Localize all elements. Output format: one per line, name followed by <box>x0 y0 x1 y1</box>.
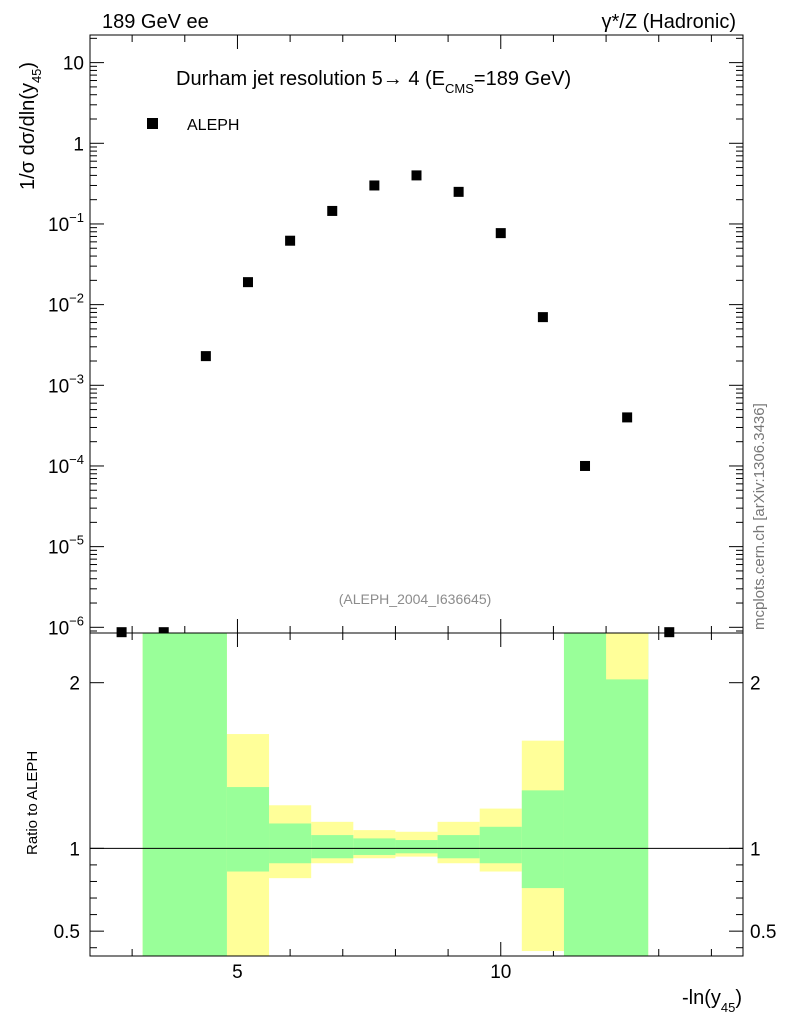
ratio-band-inner <box>226 787 270 872</box>
y-tick-label-exponent: −5 <box>69 533 84 548</box>
y-tick-label-base: 10 <box>48 376 69 397</box>
ratio-y-tick-label-right: 1 <box>750 839 761 860</box>
header-left-label: 189 GeV ee <box>102 11 209 33</box>
upper-y-axis-label: 1/σ dσ/dln(y45) <box>17 62 44 190</box>
aleph-data-point <box>242 277 253 288</box>
y-tick-label-base: 10 <box>48 457 69 478</box>
ratio-band-inner <box>521 790 564 889</box>
aleph-data-point <box>495 228 506 239</box>
y-tick-label-exponent: −2 <box>69 291 84 306</box>
y-tick-label-base: 10 <box>48 618 69 639</box>
y-tick-label-exponent: −3 <box>69 371 84 386</box>
ratio-band-inner <box>395 840 438 854</box>
y-tick-label: 10−4 <box>48 452 84 478</box>
upper-y-axis-label-subscript: 45 <box>29 69 44 83</box>
aleph-data-point <box>580 460 591 471</box>
ratio-uncertainty-bands <box>142 633 649 956</box>
y-tick-label-exponent: −6 <box>69 613 84 628</box>
y-tick-label: 10 <box>63 54 84 75</box>
ratio-plot-frame <box>89 632 744 957</box>
header-right-label: γ*/Z (Hadronic) <box>602 11 736 33</box>
chart-title-subscript: CMS <box>445 81 474 96</box>
x-axis-label: -ln(y45) <box>682 987 742 1015</box>
aleph-data-point <box>411 170 422 181</box>
y-tick-label: 1 <box>73 134 84 155</box>
aleph-data-point <box>537 312 548 323</box>
x-axis-label-main: -ln(y <box>682 987 721 1009</box>
y-tick-label-exponent: −4 <box>69 452 84 467</box>
ratio-band-inner <box>311 835 354 859</box>
ratio-y-axis-label: Ratio to ALEPH <box>24 751 41 855</box>
chart-title-main: Durham jet resolution 5→ 4 (E <box>176 68 445 90</box>
y-tick-label-base: 10 <box>48 215 69 236</box>
chart-title: Durham jet resolution 5→ 4 (ECMS=189 GeV… <box>176 68 571 96</box>
ratio-y-tick-label-left: 2 <box>69 674 80 695</box>
aleph-data-points <box>116 170 675 638</box>
upper-y-axis-label-close: ) <box>17 62 39 69</box>
ratio-band-inner <box>437 835 480 859</box>
upper-y-axis-label-main: 1/σ dσ/dln(y <box>17 83 39 190</box>
x-tick-label: 10 <box>490 962 511 983</box>
y-tick-label: 10−2 <box>48 291 84 317</box>
upper-axis-ticks <box>90 35 743 956</box>
aleph-data-point <box>622 412 633 423</box>
ratio-band-inner <box>269 823 312 864</box>
y-tick-label: 10−5 <box>48 533 84 559</box>
ratio-band-inner <box>479 826 522 864</box>
ratio-y-tick-label-right: 2 <box>750 674 761 695</box>
lower-axis-ticks <box>90 682 743 949</box>
y-tick-label: 10−3 <box>48 371 84 397</box>
aleph-data-point <box>664 627 675 638</box>
analysis-watermark: (ALEPH_2004_I636645) <box>339 591 492 607</box>
aleph-data-point <box>453 186 464 197</box>
ratio-y-tick-label-left: 1 <box>69 839 80 860</box>
ratio-y-tick-label-left: 0.5 <box>54 922 80 943</box>
y-tick-label-exponent: −1 <box>69 210 84 225</box>
lower-tick-labels: 0.5 0.5 1 1 2 2 5 10 <box>54 674 777 983</box>
aleph-data-point <box>116 627 127 638</box>
y-tick-label-base: 10 <box>48 538 69 559</box>
x-axis-label-close: ) <box>735 987 742 1009</box>
y-tick-label: 10−1 <box>48 210 84 236</box>
x-axis-label-subscript: 45 <box>721 1000 735 1015</box>
aleph-data-point <box>369 180 380 191</box>
y-tick-label-base: 10 <box>48 296 69 317</box>
ratio-band-inner <box>353 838 396 855</box>
legend-label-aleph: ALEPH <box>187 117 239 134</box>
ratio-panel: 0.5 0.5 1 1 2 2 5 10 Ratio to ALEPH -ln(y45) <box>24 632 777 1015</box>
legend-marker-aleph <box>147 118 158 129</box>
x-tick-label: 5 <box>232 962 243 983</box>
y-tick-label: 10−6 <box>48 613 84 639</box>
ratio-y-tick-label-right: 0.5 <box>750 922 776 943</box>
aleph-data-point <box>158 627 169 638</box>
ratio-band-outer <box>606 633 649 680</box>
chart-title-tail: =189 GeV) <box>474 68 571 90</box>
ratio-band-inner <box>142 633 227 956</box>
ratio-band-inner <box>563 633 649 956</box>
mcplots-side-label: mcplots.cern.ch [arXiv:1306.3436] <box>751 403 768 630</box>
aleph-data-point <box>285 235 296 246</box>
aleph-data-point <box>200 351 211 362</box>
aleph-data-point <box>327 205 338 216</box>
